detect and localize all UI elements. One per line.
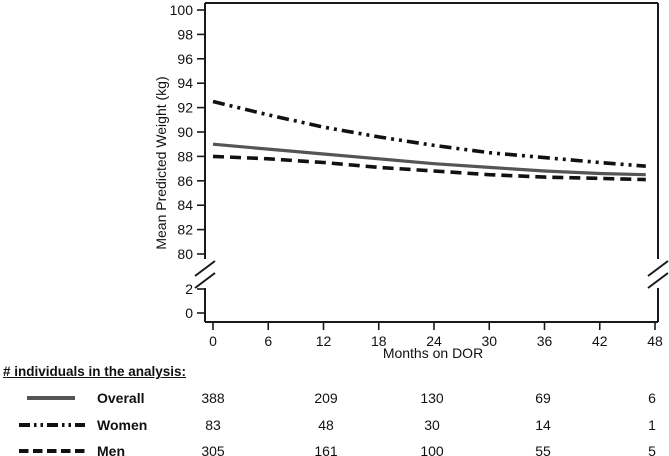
x-tick-label: 42	[592, 333, 608, 349]
y-tick-label: 98	[177, 26, 193, 42]
count-value: 6	[648, 390, 656, 406]
count-value: 161	[314, 443, 338, 456]
overall-line-swatch	[27, 396, 75, 400]
y-tick-label: 94	[177, 75, 193, 91]
y-tick-label: 80	[177, 246, 193, 262]
series-line-men	[212, 154, 646, 182]
axis-break-slash	[647, 260, 669, 277]
series-label-overall: Overall	[97, 390, 145, 406]
counts-row-men: Men 305 161 100 55 5	[0, 443, 669, 456]
count-value: 83	[205, 417, 221, 433]
count-value: 1	[648, 417, 656, 433]
x-tick-label: 48	[647, 333, 663, 349]
x-tick-label: 36	[537, 333, 553, 349]
axis-break-gap	[655, 259, 661, 288]
y-tick-label: 2	[185, 281, 193, 297]
x-tick-label: 6	[264, 333, 272, 349]
y-tick-label: 92	[177, 100, 193, 116]
count-value: 305	[201, 443, 225, 456]
count-value: 48	[318, 417, 334, 433]
x-tick-label: 18	[371, 333, 387, 349]
men-line-swatch	[19, 449, 85, 453]
counts-row-overall: Overall 388 209 130 69 6	[0, 390, 669, 408]
axis-break-slash	[647, 272, 669, 289]
counts-row-women: Women 83 48 30 14 1	[0, 417, 669, 435]
count-value: 130	[420, 390, 444, 406]
counts-table: # individuals in the analysis: Overall 3…	[0, 360, 669, 456]
women-line-swatch	[19, 423, 85, 427]
y-tick-label: 100	[170, 2, 194, 18]
y-tick-label: 88	[177, 148, 193, 164]
count-value: 388	[201, 390, 225, 406]
counts-heading: # individuals in the analysis:	[3, 364, 187, 379]
count-value: 30	[424, 417, 440, 433]
series-line-women	[212, 99, 646, 168]
y-tick-label: 96	[177, 51, 193, 67]
y-tick-label: 84	[177, 197, 193, 213]
x-tick-label: 24	[426, 333, 442, 349]
count-value: 69	[535, 390, 551, 406]
y-tick-label: 82	[177, 222, 193, 238]
x-tick-label: 30	[481, 333, 497, 349]
y-axis-title: Mean Predicted Weight (kg)	[153, 76, 169, 250]
count-value: 14	[535, 417, 551, 433]
count-value: 100	[420, 443, 444, 456]
series-label-women: Women	[97, 417, 148, 433]
y-tick-label: 90	[177, 124, 193, 140]
count-value: 5	[648, 443, 656, 456]
y-tick-label: 86	[177, 173, 193, 189]
weight-line-chart: 100 98 96 94 92 90 88 86 84 82 80 2 00 6 12 18 24 30 36 42 4…	[170, 2, 669, 349]
series-line-overall	[212, 142, 646, 177]
axis-break-slash	[194, 272, 216, 289]
series-label-men: Men	[97, 443, 125, 456]
axis-break-gap	[202, 259, 208, 288]
count-value: 55	[535, 443, 551, 456]
x-axis-title: Months on DOR	[382, 345, 484, 361]
x-tick-label: 0	[209, 333, 217, 349]
y-tick-label: 0	[185, 305, 193, 321]
axis-break-slash	[194, 260, 216, 277]
count-value: 209	[314, 390, 338, 406]
x-tick-label: 12	[316, 333, 332, 349]
